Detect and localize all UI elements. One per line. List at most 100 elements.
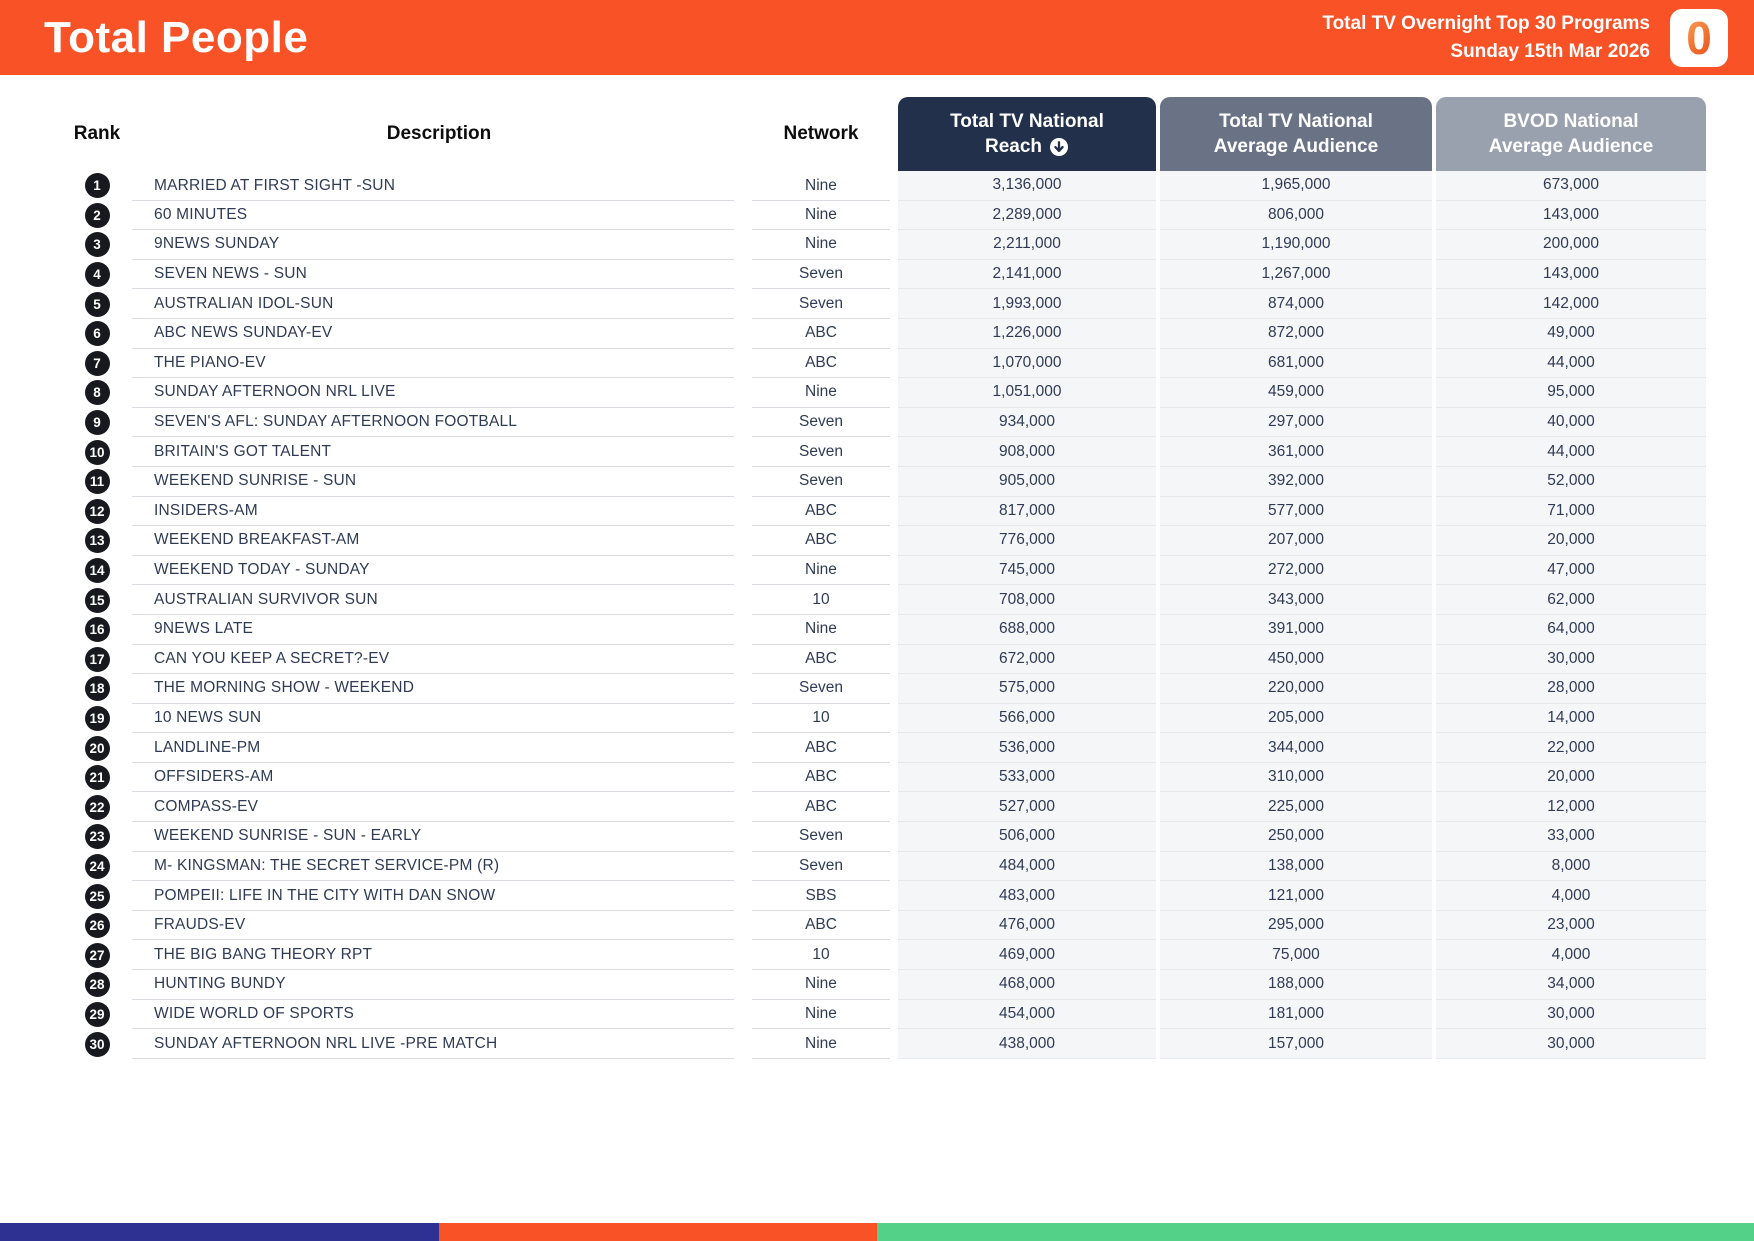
network-cell: Nine (752, 1000, 890, 1030)
rank-cell: 7 (62, 349, 132, 379)
sort-descending-icon (1050, 137, 1069, 156)
description-cell: THE MORNING SHOW - WEEKEND (132, 674, 734, 704)
bvod-cell: 44,000 (1436, 348, 1706, 379)
rank-badge: 11 (84, 469, 110, 495)
avg-audience-cell: 681,000 (1160, 348, 1432, 379)
rank-cell: 18 (62, 674, 132, 704)
description-cell: OFFSIDERS-AM (132, 763, 734, 793)
bvod-cell: 20,000 (1436, 526, 1706, 556)
rank-cell: 9 (62, 408, 132, 438)
column-header-bvod[interactable]: BVOD National Average Audience (1436, 97, 1706, 171)
reach-cell: 469,000 (898, 940, 1156, 971)
rank-cell: 1 (62, 171, 132, 201)
network-cell: Nine (752, 230, 890, 260)
bvod-cell: 64,000 (1436, 614, 1706, 645)
rank-cell: 26 (62, 911, 132, 941)
rank-cell: 11 (62, 467, 132, 497)
network-cell: 10 (752, 704, 890, 734)
rank-badge: 20 (84, 735, 110, 761)
reach-cell: 476,000 (898, 910, 1156, 941)
bvod-cell: 142,000 (1436, 289, 1706, 319)
description-cell: WEEKEND BREAKFAST-AM (132, 526, 734, 556)
network-cell: Seven (752, 408, 890, 438)
rank-cell: 8 (62, 378, 132, 408)
network-cell: Seven (752, 822, 890, 852)
avg-audience-cell: 272,000 (1160, 555, 1432, 586)
table-row: 30 SUNDAY AFTERNOON NRL LIVE -PRE MATCH Ni… (62, 1029, 1708, 1059)
reach-cell: 672,000 (898, 644, 1156, 675)
rank-cell: 27 (62, 940, 132, 970)
reach-cell: 817,000 (898, 496, 1156, 527)
avg-audience-cell: 121,000 (1160, 881, 1432, 911)
table-row: 12 INSIDERS-AM ABC 817,000 577,000 71,000 (62, 496, 1708, 527)
rank-badge: 4 (84, 262, 110, 288)
avg-audience-cell: 295,000 (1160, 910, 1432, 941)
reach-cell: 708,000 (898, 585, 1156, 615)
reach-cell: 934,000 (898, 407, 1156, 438)
table-row: 1 MARRIED AT FIRST SIGHT -SUN Nine 3,136,00… (62, 171, 1708, 201)
rank-badge: 26 (84, 913, 110, 939)
rank-cell: 3 (62, 230, 132, 260)
rank-badge: 15 (84, 587, 110, 613)
rank-badge: 12 (84, 498, 110, 524)
avg-audience-cell: 138,000 (1160, 851, 1432, 882)
table-row: 23 WEEKEND SUNRISE - SUN - EARLY Seven 506,… (62, 822, 1708, 852)
rank-cell: 10 (62, 437, 132, 467)
bvod-cell: 28,000 (1436, 674, 1706, 704)
network-cell: Nine (752, 615, 890, 645)
avg-audience-cell: 343,000 (1160, 585, 1432, 615)
table-row: 15 AUSTRALIAN SURVIVOR SUN 10 708,000 343,00… (62, 585, 1708, 615)
network-cell: Nine (752, 378, 890, 408)
rank-badge: 1 (84, 173, 110, 199)
reach-cell: 484,000 (898, 851, 1156, 882)
table-row: 29 WIDE WORLD OF SPORTS Nine 454,000 181,000… (62, 999, 1708, 1030)
rank-cell: 25 (62, 881, 132, 911)
rank-badge: 7 (84, 350, 110, 376)
reach-cell: 533,000 (898, 762, 1156, 793)
network-cell: ABC (752, 319, 890, 349)
page-title: Total People (44, 12, 309, 62)
rank-cell: 13 (62, 526, 132, 556)
column-header-description: Description (386, 123, 492, 144)
table-row: 11 WEEKEND SUNRISE - SUN Seven 905,000 392,0… (62, 466, 1708, 497)
rank-cell: 6 (62, 319, 132, 349)
bvod-cell: 71,000 (1436, 496, 1706, 527)
column-header-avg-audience[interactable]: Total TV National Average Audience (1160, 97, 1432, 171)
rank-badge: 2 (84, 202, 110, 228)
network-cell: Nine (752, 970, 890, 1000)
table-header-row: Rank Description Network Total TV Nation… (62, 97, 1708, 171)
table-row: 21 OFFSIDERS-AM ABC 533,000 310,000 20,000 (62, 762, 1708, 793)
description-cell: LANDLINE-PM (132, 733, 734, 763)
rank-badge: 16 (84, 617, 110, 643)
network-cell: Seven (752, 674, 890, 704)
bvod-cell: 20,000 (1436, 762, 1706, 793)
rank-badge: 27 (84, 942, 110, 968)
rank-badge: 24 (84, 853, 110, 879)
reach-cell: 1,051,000 (898, 378, 1156, 408)
rank-cell: 20 (62, 733, 132, 763)
table-row: 2 60 MINUTES Nine 2,289,000 806,000 143,000 (62, 200, 1708, 231)
reach-cell: 905,000 (898, 466, 1156, 497)
bvod-cell: 34,000 (1436, 970, 1706, 1000)
network-cell: Nine (752, 201, 890, 231)
table-row: 17 CAN YOU KEEP A SECRET?-EV ABC 672,000 450… (62, 644, 1708, 675)
network-cell: ABC (752, 645, 890, 675)
table-row: 8 SUNDAY AFTERNOON NRL LIVE Nine 1,051,000 4… (62, 378, 1708, 408)
network-cell: ABC (752, 526, 890, 556)
rank-cell: 23 (62, 822, 132, 852)
bvod-cell: 23,000 (1436, 910, 1706, 941)
description-cell: MARRIED AT FIRST SIGHT -SUN (132, 171, 734, 201)
avg-audience-cell: 1,190,000 (1160, 230, 1432, 260)
table-row: 27 THE BIG BANG THEORY RPT 10 469,000 75,000… (62, 940, 1708, 971)
network-cell: ABC (752, 763, 890, 793)
rank-cell: 16 (62, 615, 132, 645)
reach-cell: 527,000 (898, 792, 1156, 823)
table-row: 7 THE PIANO-EV ABC 1,070,000 681,000 44,000 (62, 348, 1708, 379)
column-header-network: Network (783, 123, 859, 144)
column-header-rank: Rank (73, 123, 121, 144)
rank-cell: 22 (62, 792, 132, 822)
rank-badge: 28 (84, 972, 110, 998)
column-header-reach[interactable]: Total TV National Reach (898, 97, 1156, 171)
rank-cell: 29 (62, 1000, 132, 1030)
avg-audience-cell: 450,000 (1160, 644, 1432, 675)
